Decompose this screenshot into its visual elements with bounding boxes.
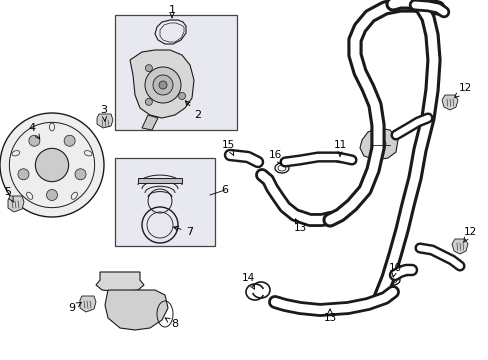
- Text: 14: 14: [241, 273, 254, 289]
- Polygon shape: [97, 114, 113, 128]
- Polygon shape: [96, 272, 143, 292]
- Circle shape: [46, 189, 58, 201]
- Text: 16: 16: [268, 150, 281, 164]
- Circle shape: [0, 113, 104, 217]
- Polygon shape: [142, 115, 158, 130]
- Circle shape: [159, 81, 167, 89]
- Text: 7: 7: [173, 226, 193, 237]
- Text: 3: 3: [101, 105, 107, 121]
- Circle shape: [153, 75, 173, 95]
- FancyBboxPatch shape: [115, 15, 237, 130]
- Circle shape: [145, 65, 152, 72]
- Text: 13: 13: [293, 219, 306, 233]
- Polygon shape: [8, 196, 24, 212]
- Circle shape: [64, 135, 75, 146]
- Circle shape: [29, 135, 40, 146]
- Polygon shape: [441, 95, 457, 110]
- Polygon shape: [80, 296, 96, 312]
- Text: 13: 13: [323, 309, 336, 323]
- Text: 12: 12: [463, 227, 476, 242]
- Text: 10: 10: [387, 263, 401, 277]
- Circle shape: [145, 98, 152, 105]
- Text: 2: 2: [185, 101, 201, 120]
- Circle shape: [18, 169, 29, 180]
- Circle shape: [145, 67, 181, 103]
- Circle shape: [75, 169, 86, 180]
- FancyBboxPatch shape: [115, 158, 215, 246]
- Polygon shape: [451, 239, 467, 254]
- Polygon shape: [359, 128, 397, 160]
- Text: 5: 5: [4, 187, 14, 202]
- Text: 11: 11: [333, 140, 346, 156]
- Polygon shape: [138, 178, 182, 183]
- Text: 4: 4: [28, 123, 40, 139]
- Text: 12: 12: [453, 83, 470, 98]
- Text: 9: 9: [68, 302, 81, 313]
- Text: 6: 6: [221, 185, 228, 195]
- Polygon shape: [130, 50, 194, 118]
- Polygon shape: [105, 290, 168, 330]
- Circle shape: [178, 93, 185, 99]
- Circle shape: [35, 148, 68, 182]
- Text: 1: 1: [168, 5, 175, 18]
- Text: 15: 15: [221, 140, 234, 156]
- Text: 8: 8: [165, 318, 178, 329]
